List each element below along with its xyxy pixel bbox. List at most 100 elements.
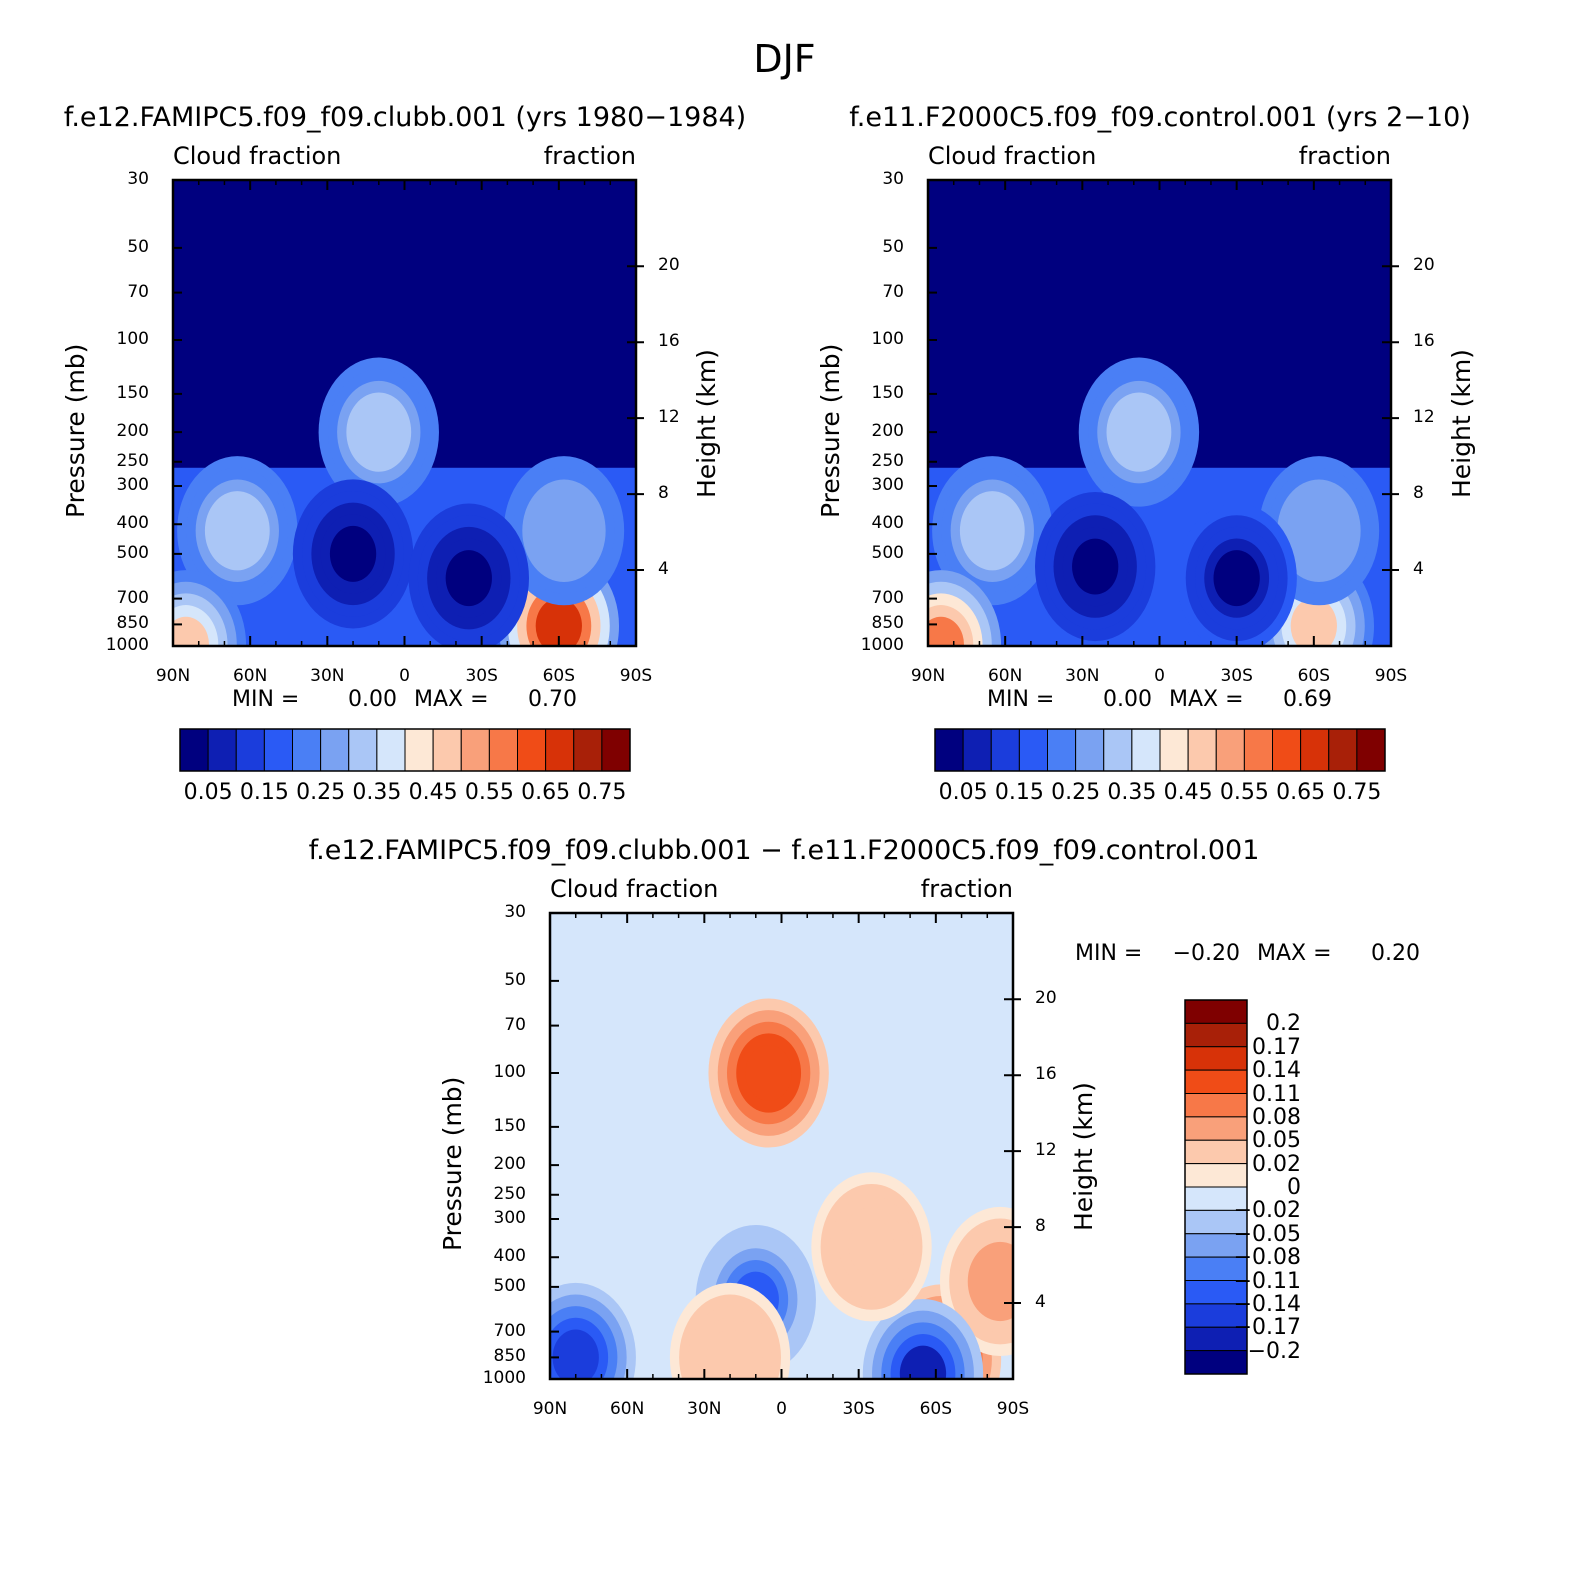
colorbar-2-label-0.45: 0.45: [1163, 780, 1213, 805]
contour-3-level-5: [1290, 598, 1337, 646]
lat-tick-label-90S: 90S: [619, 666, 653, 686]
panel-1-min-value: 0.00: [348, 687, 397, 712]
contour-4-level-5: [1295, 502, 1343, 559]
main-title: DJF: [753, 37, 816, 81]
lat-tick-label-30S: 30S: [842, 1399, 875, 1419]
contour-6-level-5: [1213, 550, 1260, 607]
panel-2-max-label: MAX =: [1169, 687, 1244, 712]
contour-5-level-5: [329, 525, 377, 582]
colorbar-1-box-4: [263, 728, 293, 772]
y-axis-label: Pressure (mb): [61, 343, 90, 518]
pressure-tick-label-200: 200: [871, 421, 904, 442]
lat-tick-label-30S: 30S: [465, 666, 498, 686]
pressure-tick-label-200: 200: [116, 421, 149, 442]
height-tick-label-20: 20: [1035, 988, 1057, 1009]
lat-tick-label-60S: 60S: [542, 666, 576, 686]
lat-tick-label-0: 0: [776, 1399, 787, 1419]
height-tick-label-12: 12: [1413, 407, 1435, 428]
contour-4-level-5: [540, 502, 588, 559]
contour-7-level-5: [173, 616, 210, 646]
pressure-tick-label-70: 70: [882, 281, 904, 302]
colorbar-1-box-2: [207, 728, 237, 772]
colorbar-2-box-1: [934, 728, 964, 772]
colorbar-diff-label-0.08: 0.08: [1252, 1104, 1301, 1130]
colorbar-1-box-15: [573, 728, 603, 772]
colorbar-diff-label--0.05: −0.05: [1233, 1221, 1301, 1247]
colorbar-2-box-12: [1243, 728, 1273, 772]
contour-1-level-5: [745, 1045, 792, 1101]
colorbar-diff-label--0.08: −0.08: [1233, 1245, 1301, 1271]
left-note: Cloud fraction: [550, 875, 719, 903]
pressure-tick-label-30: 30: [882, 169, 904, 189]
panel-2-title: f.e11.F2000C5.f09_f09.control.001 (yrs 2…: [849, 102, 1471, 133]
lat-tick-label-30N: 30N: [687, 1399, 722, 1419]
colorbar-diff-box-4: [1184, 1069, 1248, 1094]
colorbar-2-box-5: [1047, 728, 1077, 772]
pressure-tick-label-50: 50: [504, 969, 526, 990]
colorbar-1-box-1: [179, 728, 209, 772]
contour-2-level-5: [214, 502, 261, 559]
right-note: fraction: [543, 142, 636, 170]
pressure-tick-label-850: 850: [116, 613, 149, 634]
height-tick-label-12: 12: [1035, 1140, 1057, 1161]
lat-tick-label-30S: 30S: [1220, 666, 1253, 686]
lat-tick-label-90S: 90S: [1374, 666, 1408, 686]
panel-3-min-value: −0.20: [1172, 941, 1240, 966]
colorbar-1-label-0.05: 0.05: [183, 780, 233, 805]
pressure-tick-label-100: 100: [493, 1062, 526, 1082]
pressure-tick-label-1000: 1000: [482, 1368, 526, 1388]
pressure-tick-label-500: 500: [871, 542, 904, 563]
contour-6-level-5: [552, 1329, 599, 1379]
panel-2-min-value: 0.00: [1103, 687, 1152, 712]
pressure-tick-label-700: 700: [116, 587, 149, 608]
lat-tick-label-60S: 60S: [1297, 666, 1331, 686]
pressure-tick-label-70: 70: [504, 1014, 526, 1035]
colorbar-2-label-0.35: 0.35: [1107, 780, 1157, 805]
colorbar-diff-box-7: [1184, 1139, 1248, 1165]
panel-3-title: f.e12.FAMIPC5.f09_f09.clubb.001 − f.e11.…: [308, 835, 1260, 866]
pressure-tick-label-250: 250: [871, 450, 904, 471]
panel-3-max-label: MAX =: [1257, 941, 1332, 966]
colorbar-diff-label--0.02: −0.02: [1233, 1198, 1301, 1224]
pressure-tick-label-1000: 1000: [860, 635, 904, 655]
colorbar-2-label-0.75: 0.75: [1332, 780, 1382, 805]
pressure-tick-label-300: 300: [871, 474, 904, 495]
colorbar-2-box-16: [1356, 728, 1386, 772]
colorbar-2-box-11: [1215, 728, 1245, 772]
panel-1-title: f.e12.FAMIPC5.f09_f09.clubb.001 (yrs 198…: [63, 102, 747, 133]
height-tick-label-12: 12: [658, 407, 680, 428]
colorbar-2-label-0.25: 0.25: [1051, 780, 1101, 805]
colorbar-1-box-16: [601, 728, 631, 772]
pressure-tick-label-150: 150: [116, 382, 149, 403]
colorbar-1-label-0.65: 0.65: [521, 780, 571, 805]
height-tick-label-16: 16: [1413, 331, 1435, 352]
height-tick-label-20: 20: [1413, 255, 1435, 276]
height-tick-label-4: 4: [658, 559, 669, 580]
colorbar-2-box-7: [1103, 728, 1133, 772]
colorbar-diff-label-0.11: 0.11: [1252, 1081, 1301, 1107]
contour-field: [550, 913, 1013, 1379]
right-note: fraction: [1298, 142, 1391, 170]
height-tick-label-16: 16: [658, 331, 680, 352]
colorbar-1-label-0.15: 0.15: [239, 780, 289, 805]
lat-tick-label-90N: 90N: [155, 666, 191, 686]
colorbar-1-frame: [179, 728, 631, 772]
left-note: Cloud fraction: [928, 142, 1097, 170]
lat-tick-label-90N: 90N: [532, 1399, 568, 1419]
pressure-tick-label-30: 30: [504, 902, 526, 922]
colorbar-2-box-6: [1075, 728, 1105, 772]
pressure-tick-label-50: 50: [882, 236, 904, 257]
colorbar-diff-box-1: [1184, 999, 1248, 1024]
colorbar-2-box-2: [962, 728, 992, 772]
colorbar-2-label-0.15: 0.15: [994, 780, 1044, 805]
colorbar-diff-box-5: [1184, 1093, 1248, 1118]
y-axis-label: Pressure (mb): [438, 1076, 467, 1251]
colorbar-1-label-0.75: 0.75: [577, 780, 627, 805]
height-tick-label-8: 8: [1035, 1216, 1046, 1237]
pressure-tick-label-250: 250: [116, 450, 149, 471]
contour-2-level-5: [969, 502, 1016, 559]
colorbar-1-label-0.45: 0.45: [408, 780, 458, 805]
contour-field: [928, 180, 1391, 646]
colorbar-diff-box-2: [1184, 1022, 1248, 1048]
